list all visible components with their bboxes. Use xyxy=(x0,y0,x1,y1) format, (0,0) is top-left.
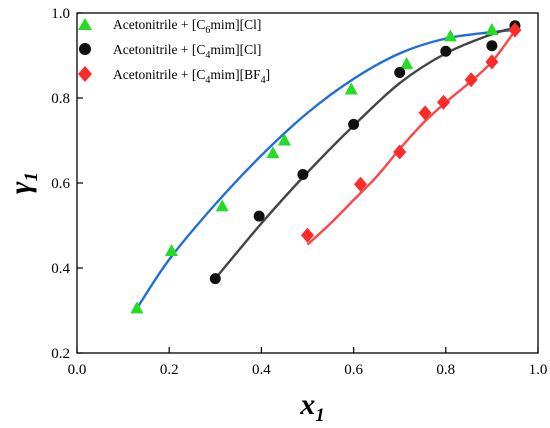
data-point-diamond xyxy=(485,54,499,70)
x-tick-label: 1.0 xyxy=(529,362,548,378)
y-axis-title: γ1 xyxy=(4,172,42,194)
y-tick-label: 0.4 xyxy=(51,261,70,277)
data-point-diamond xyxy=(464,72,478,88)
data-point-circle xyxy=(209,273,221,285)
x-axis-subscript: 1 xyxy=(315,405,325,426)
data-point-circle xyxy=(297,169,309,180)
x-tick-label: 0.0 xyxy=(68,362,87,378)
x-tick-label: 0.8 xyxy=(436,362,455,378)
y-axis-symbol: γ xyxy=(4,181,37,194)
legend-entry-c4mim-cl: Acetonitrile + [C4mim][Cl] xyxy=(79,42,261,61)
x-tick-label: 0.4 xyxy=(252,362,271,378)
data-point-triangle xyxy=(266,146,280,159)
data-points xyxy=(130,20,522,314)
data-point-diamond xyxy=(436,94,450,110)
data-point-circle xyxy=(394,67,406,78)
y-tick-label: 0.2 xyxy=(51,346,70,362)
y-axis-subscript: 1 xyxy=(21,172,42,182)
legend: Acetonitrile + [C6mim][Cl] Acetonitrile … xyxy=(78,17,270,86)
legend-entry-c4mim-bf4: Acetonitrile + [C4mim][BF4] xyxy=(78,66,270,86)
data-point-diamond xyxy=(393,144,407,160)
x-tick-label: 0.2 xyxy=(160,362,179,378)
x-axis-symbol: x xyxy=(299,388,315,421)
data-point-diamond xyxy=(301,227,314,243)
data-point-triangle xyxy=(443,29,457,42)
data-point-triangle xyxy=(400,57,414,69)
data-point-triangle xyxy=(130,301,144,314)
data-point-triangle xyxy=(215,199,229,212)
data-point-circle xyxy=(348,118,360,130)
y-tick-label: 0.6 xyxy=(51,176,70,192)
data-point-triangle xyxy=(165,244,179,256)
legend-marker-triangle xyxy=(78,18,92,30)
fit-line-series-2 xyxy=(306,30,516,246)
y-tick-label: 1.0 xyxy=(51,6,70,22)
ticks: 0.0 0.2 0.4 0.6 0.8 1.00.20.40.60.81.0 xyxy=(51,6,547,378)
legend-marker-diamond xyxy=(78,66,92,82)
legend-label: Acetonitrile + [C4mim][Cl] xyxy=(113,42,261,61)
x-tick-label: 0.6 xyxy=(344,362,363,378)
data-point-diamond xyxy=(354,176,368,192)
plot-frame xyxy=(76,12,539,354)
data-point-diamond xyxy=(508,22,522,38)
y-tick-label: 0.8 xyxy=(51,91,70,107)
legend-entry-c6mim-cl: Acetonitrile + [C6mim][Cl] xyxy=(78,17,261,36)
data-point-triangle xyxy=(344,82,358,95)
axes xyxy=(76,12,539,354)
legend-label: Acetonitrile + [C4mim][BF4] xyxy=(113,67,270,86)
fit-line-series-1 xyxy=(214,26,516,280)
x-axis-title: x1 xyxy=(299,388,325,426)
data-point-triangle xyxy=(277,133,291,146)
data-point-circle xyxy=(253,210,265,222)
legend-label: Acetonitrile + [C6mim][Cl] xyxy=(113,17,261,36)
data-point-circle xyxy=(440,45,452,57)
data-point-circle xyxy=(486,40,498,52)
fit-lines xyxy=(135,26,516,310)
legend-marker-circle xyxy=(79,43,91,55)
fit-line-series-0 xyxy=(135,28,516,310)
data-point-diamond xyxy=(418,105,432,121)
data-point-triangle xyxy=(485,23,499,35)
